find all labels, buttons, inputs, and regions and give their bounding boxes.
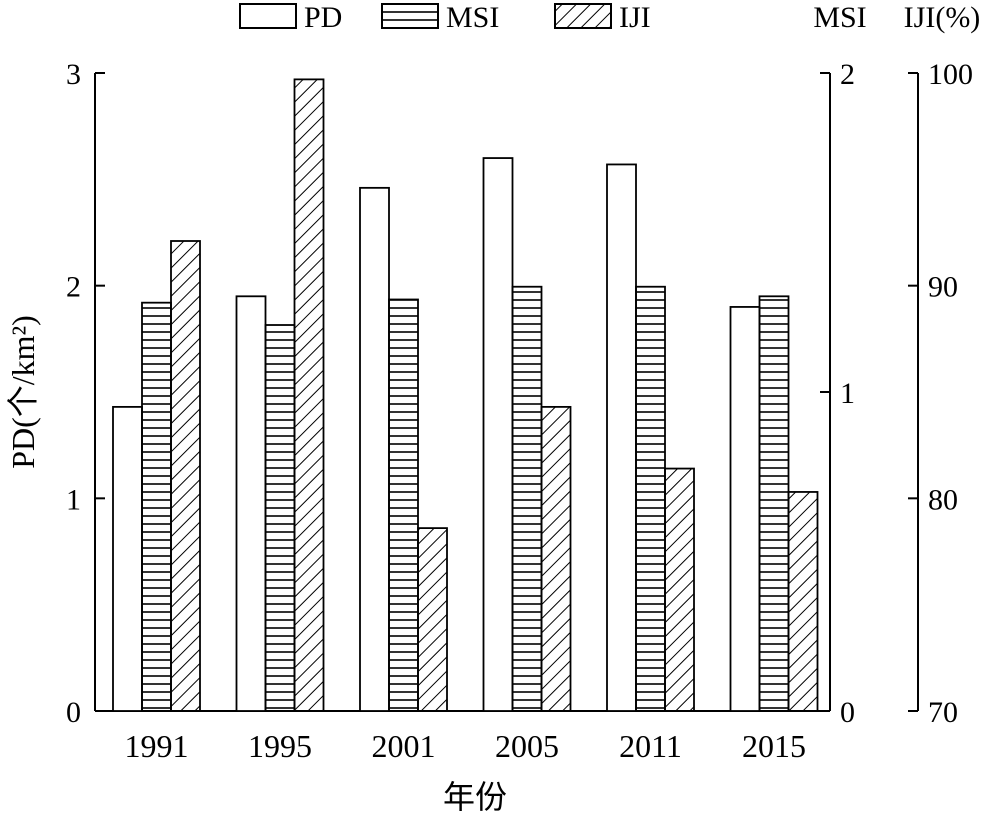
right1-tick-label: 0	[840, 696, 855, 729]
bar-msi-2011	[635, 285, 666, 712]
bar-msi-1991	[141, 301, 172, 712]
left-tick-label: 0	[66, 696, 81, 729]
x-tick-label: 2001	[372, 728, 436, 764]
right1-tick-label: 1	[840, 377, 855, 410]
bar-pd-2015	[729, 306, 761, 712]
left-tick-label: 1	[66, 483, 81, 516]
right-axis-msi-title: MSI	[813, 1, 866, 34]
x-tick-label: 2015	[742, 728, 806, 764]
right2-tick-label: 80	[928, 483, 958, 516]
right2-tick-label: 70	[928, 696, 958, 729]
legend-item-iji: IJI	[554, 1, 651, 34]
x-tick-label: 1995	[248, 728, 312, 764]
legend-swatch-msi	[381, 3, 439, 29]
legend-item-pd: PD	[239, 1, 342, 34]
bar-msi-2001	[388, 298, 419, 712]
bar-iji-2011	[664, 467, 695, 712]
bar-iji-1995	[293, 78, 325, 712]
bar-iji-2005	[540, 405, 572, 712]
left-tick-label: 2	[66, 271, 81, 304]
x-tick-label: 2005	[495, 728, 559, 764]
bar-pd-1991	[112, 405, 143, 712]
right1-tick-label: 2	[840, 58, 855, 91]
bars	[112, 78, 819, 712]
legend-item-msi: MSI	[381, 1, 499, 34]
legend-swatch-pd	[239, 3, 297, 29]
bar-iji-2015	[787, 491, 819, 712]
bar-pd-2005	[482, 157, 514, 712]
legend-label-msi: MSI	[446, 1, 499, 34]
bar-iji-2001	[417, 527, 448, 712]
bar-pd-2001	[359, 186, 390, 712]
right2-tick-label: 90	[928, 271, 958, 304]
legend: PD MSI IJI	[239, 1, 651, 34]
bar-msi-2005	[511, 285, 543, 712]
legend-label-iji: IJI	[619, 1, 651, 34]
x-tick-label: 2011	[619, 728, 682, 764]
left-tick-label: 3	[66, 58, 81, 91]
x-axis-title: 年份	[443, 779, 507, 814]
axis-ticks: 0 1 2 3 0 1 2 70 80 90 100	[66, 58, 973, 729]
bar-iji-1991	[170, 240, 201, 712]
bar-pd-2011	[606, 163, 637, 712]
right-axis-iji-title: IJI(%)	[904, 1, 981, 34]
bar-msi-1995	[264, 324, 296, 712]
bar-pd-1995	[235, 295, 267, 712]
left-axis-title: PD(个/km²)	[5, 315, 41, 469]
legend-label-pd: PD	[304, 1, 342, 34]
legend-swatch-iji	[554, 3, 612, 29]
x-tick-labels: 1991 1995 2001 2005 2011 2015	[125, 728, 807, 764]
bar-msi-2015	[758, 295, 790, 712]
x-tick-label: 1991	[125, 728, 189, 764]
right2-tick-label: 100	[928, 58, 973, 91]
